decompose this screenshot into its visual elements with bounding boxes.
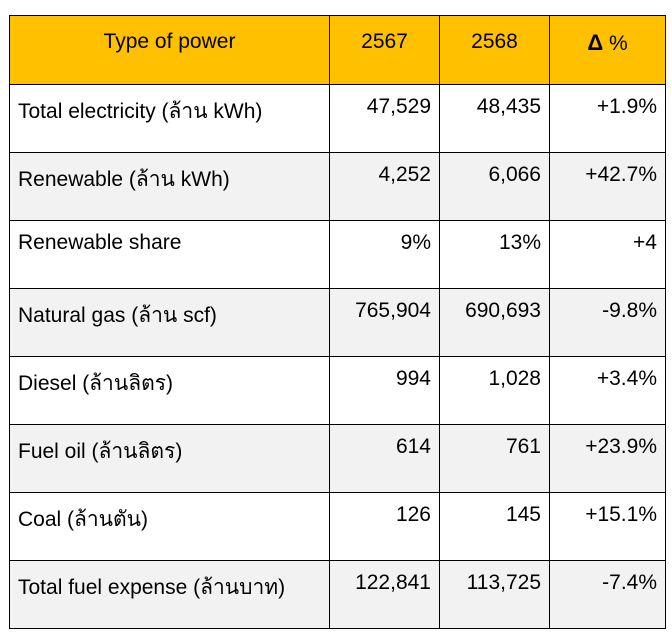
row-delta: +1.9% xyxy=(549,84,666,153)
header-year-2568: 2568 xyxy=(439,15,550,85)
row-value-2568: 145 xyxy=(439,492,550,561)
row-name: Total fuel expense (ล้านบาท) xyxy=(9,560,330,629)
row-value-2567: 122,841 xyxy=(329,560,440,629)
table-row: Fuel oil (ล้านลิตร) 614 761 +23.9% xyxy=(9,424,666,493)
row-name: Diesel (ล้านลิตร) xyxy=(9,356,330,425)
row-value-2567: 614 xyxy=(329,424,440,493)
row-name: Renewable (ล้าน kWh) xyxy=(9,152,330,221)
row-value-2568: 690,693 xyxy=(439,288,550,357)
row-value-2567: 765,904 xyxy=(329,288,440,357)
row-value-2567: 126 xyxy=(329,492,440,561)
row-delta: -9.8% xyxy=(549,288,666,357)
row-delta: +15.1% xyxy=(549,492,666,561)
row-delta: +4 xyxy=(549,220,666,289)
row-name: Total electricity (ล้าน kWh) xyxy=(9,84,330,153)
table-row: Diesel (ล้านลิตร) 994 1,028 +3.4% xyxy=(9,356,666,425)
row-delta: -7.4% xyxy=(549,560,666,629)
delta-symbol: Δ xyxy=(587,30,604,55)
power-table: Type of power 2567 2568 Δ % Total electr… xyxy=(9,15,666,629)
table-row: Total fuel expense (ล้านบาท) 122,841 113… xyxy=(9,560,666,629)
row-name: Fuel oil (ล้านลิตร) xyxy=(9,424,330,493)
row-value-2568: 113,725 xyxy=(439,560,550,629)
row-value-2568: 13% xyxy=(439,220,550,289)
delta-unit: % xyxy=(608,32,628,55)
row-value-2568: 6,066 xyxy=(439,152,550,221)
row-value-2567: 994 xyxy=(329,356,440,425)
row-delta: +23.9% xyxy=(549,424,666,493)
row-value-2567: 4,252 xyxy=(329,152,440,221)
row-delta: +3.4% xyxy=(549,356,666,425)
table-body: Total electricity (ล้าน kWh) 47,529 48,4… xyxy=(9,84,666,629)
row-delta: +42.7% xyxy=(549,152,666,221)
table-header: Type of power 2567 2568 Δ % xyxy=(9,15,666,85)
row-value-2568: 1,028 xyxy=(439,356,550,425)
row-value-2567: 9% xyxy=(329,220,440,289)
header-delta: Δ % xyxy=(549,15,666,85)
row-name: Natural gas (ล้าน scf) xyxy=(9,288,330,357)
row-value-2568: 48,435 xyxy=(439,84,550,153)
table-row: Total electricity (ล้าน kWh) 47,529 48,4… xyxy=(9,84,666,153)
table-row: Renewable share 9% 13% +4 xyxy=(9,220,666,289)
header-type: Type of power xyxy=(9,15,330,85)
header-year-2567: 2567 xyxy=(329,15,440,85)
row-value-2567: 47,529 xyxy=(329,84,440,153)
table-row: Natural gas (ล้าน scf) 765,904 690,693 -… xyxy=(9,288,666,357)
row-name: Renewable share xyxy=(9,220,330,289)
table-row: Coal (ล้านตัน) 126 145 +15.1% xyxy=(9,492,666,561)
row-value-2568: 761 xyxy=(439,424,550,493)
header-row: Type of power 2567 2568 Δ % xyxy=(9,15,666,85)
table-row: Renewable (ล้าน kWh) 4,252 6,066 +42.7% xyxy=(9,152,666,221)
row-name: Coal (ล้านตัน) xyxy=(9,492,330,561)
